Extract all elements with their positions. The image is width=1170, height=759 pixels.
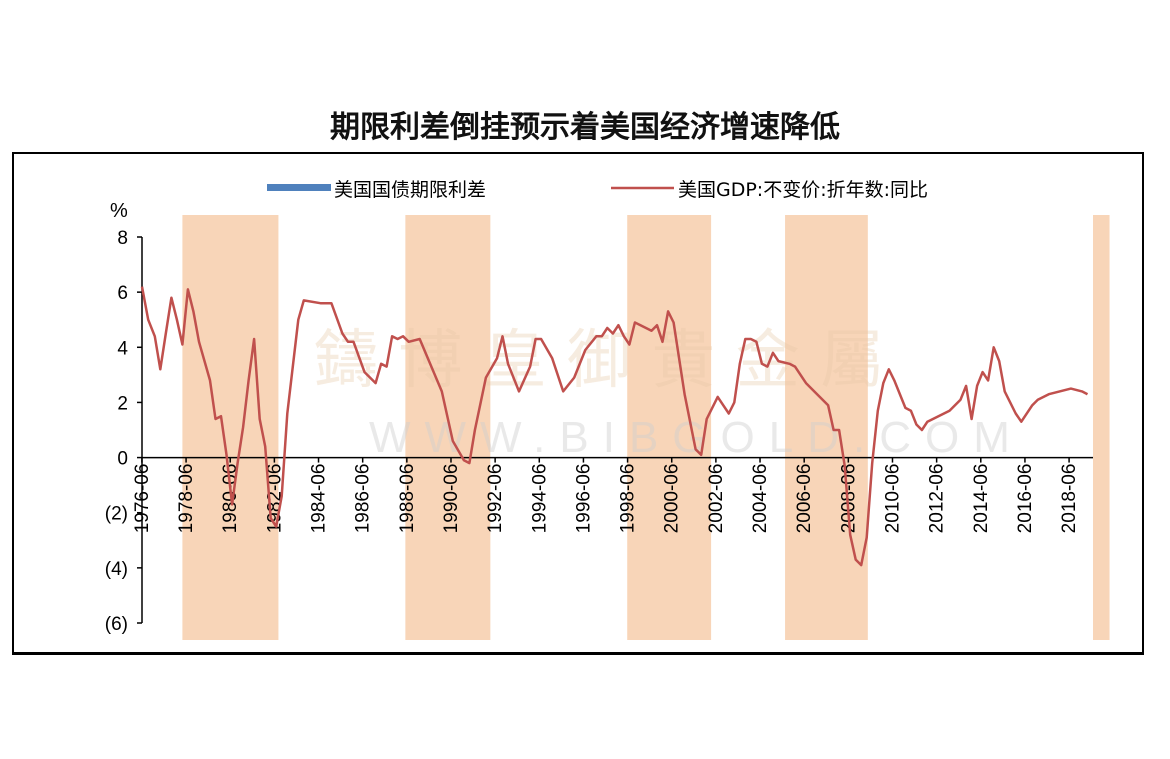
x-tick-label: 2014-06 [971, 464, 992, 534]
y-axis: 8 6 4 2 0 (2) (4) (6) [105, 228, 143, 635]
x-tick-label: 1990-06 [441, 464, 462, 534]
x-tick-label: 1992-06 [485, 464, 506, 534]
recession-band [785, 215, 868, 640]
x-tick-label: 1986-06 [353, 464, 374, 534]
legend-swatch-spread [267, 184, 331, 191]
x-tick-label: 2016-06 [1015, 464, 1036, 534]
x-tick-label: 2010-06 [882, 464, 903, 534]
y-tick-label: 4 [117, 338, 128, 359]
x-tick-label: 1988-06 [397, 464, 418, 534]
x-tick-label: 2002-06 [706, 464, 727, 534]
x-tick-label: 2018-06 [1059, 464, 1080, 534]
recession-band [627, 215, 712, 640]
line-chart: 鑄 博 皇 御 貴 金 屬 WWW.BIBGOLD.COM 美国国债期限利差 美… [105, 179, 1110, 640]
legend-label-spread: 美国国债期限利差 [334, 179, 486, 201]
y-tick-label: 8 [117, 228, 128, 249]
gdp-series [140, 286, 1089, 567]
y-tick-label: (4) [105, 559, 128, 580]
x-tick-label: 2008-06 [838, 464, 859, 534]
gdp-line [140, 286, 1089, 567]
x-tick-label: 1978-06 [176, 464, 197, 534]
y-tick-label: (2) [105, 504, 128, 525]
x-tick-label: 2000-06 [662, 464, 683, 534]
x-tick-label: 1996-06 [573, 464, 594, 534]
x-tick-label: 1984-06 [309, 464, 330, 534]
y-tick-label: 0 [117, 449, 128, 470]
chart-title: 期限利差倒挂预示着美国经济增速降低 [330, 110, 840, 145]
y-tick-label: (6) [105, 614, 128, 635]
x-tick-label: 1994-06 [529, 464, 550, 534]
x-tick-label: 2012-06 [927, 464, 948, 534]
x-tick-label: 2004-06 [750, 464, 771, 534]
recession-band [182, 215, 279, 640]
x-tick-label: 1976-06 [132, 464, 153, 534]
recession-band [1093, 215, 1110, 640]
x-tick-label: 1998-06 [618, 464, 639, 534]
watermark: 鑄 博 皇 御 貴 金 屬 WWW.BIBGOLD.COM [314, 324, 1024, 462]
chart-frame: 鑄 博 皇 御 貴 金 屬 WWW.BIBGOLD.COM 美国国债期限利差 美… [12, 152, 1144, 655]
y-tick-label: 2 [117, 393, 128, 414]
y-axis-unit: % [110, 200, 128, 222]
legend: 美国国债期限利差 美国GDP:不变价:折年数:同比 [267, 179, 928, 201]
watermark-english: WWW.BIBGOLD.COM [369, 413, 1024, 462]
x-tick-label: 2006-06 [794, 464, 815, 534]
legend-label-gdp: 美国GDP:不变价:折年数:同比 [678, 179, 928, 201]
y-tick-label: 6 [117, 283, 128, 304]
